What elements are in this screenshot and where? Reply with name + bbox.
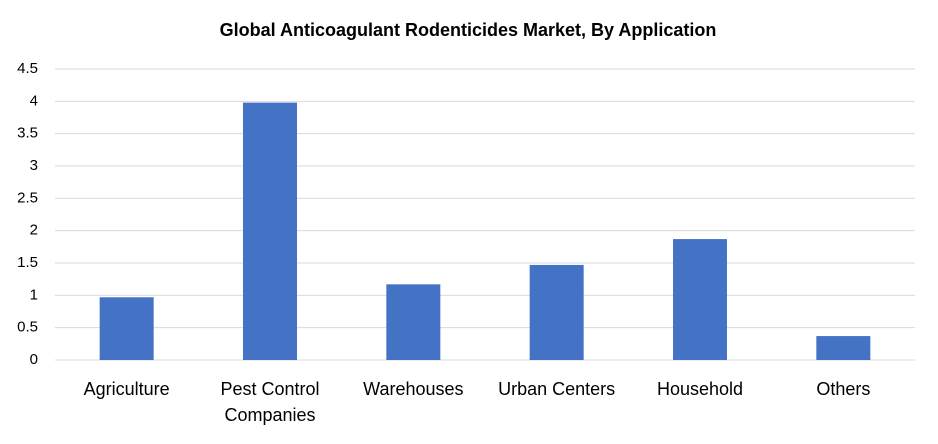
x-tick-label: Others bbox=[816, 379, 871, 399]
bar bbox=[386, 284, 441, 360]
bar bbox=[243, 102, 297, 361]
y-tick-label: 2.5 bbox=[17, 189, 38, 206]
bar bbox=[673, 239, 727, 360]
bar bbox=[529, 264, 584, 360]
bar bbox=[816, 336, 871, 360]
y-tick-label: 4 bbox=[30, 92, 38, 109]
bar bbox=[99, 297, 154, 360]
x-tick-label: Urban Centers bbox=[498, 379, 616, 399]
chart-title: Global Anticoagulant Rodenticides Market… bbox=[220, 20, 717, 40]
x-tick-label: Warehouses bbox=[363, 379, 464, 399]
y-tick-label: 1 bbox=[30, 286, 38, 303]
y-tick-label: 3 bbox=[30, 157, 38, 174]
y-tick-label: 0.5 bbox=[17, 319, 38, 336]
x-tick-label: Pest Control Companies bbox=[220, 379, 320, 425]
x-tick-label: Household bbox=[656, 379, 744, 399]
y-tick-label: 2 bbox=[30, 222, 38, 239]
y-tick-label: 0 bbox=[30, 351, 38, 368]
y-tick-label: 4.5 bbox=[17, 60, 38, 77]
y-tick-label: 1.5 bbox=[17, 254, 38, 271]
x-tick-label: Agriculture bbox=[83, 379, 170, 399]
y-tick-label: 3.5 bbox=[17, 125, 38, 142]
